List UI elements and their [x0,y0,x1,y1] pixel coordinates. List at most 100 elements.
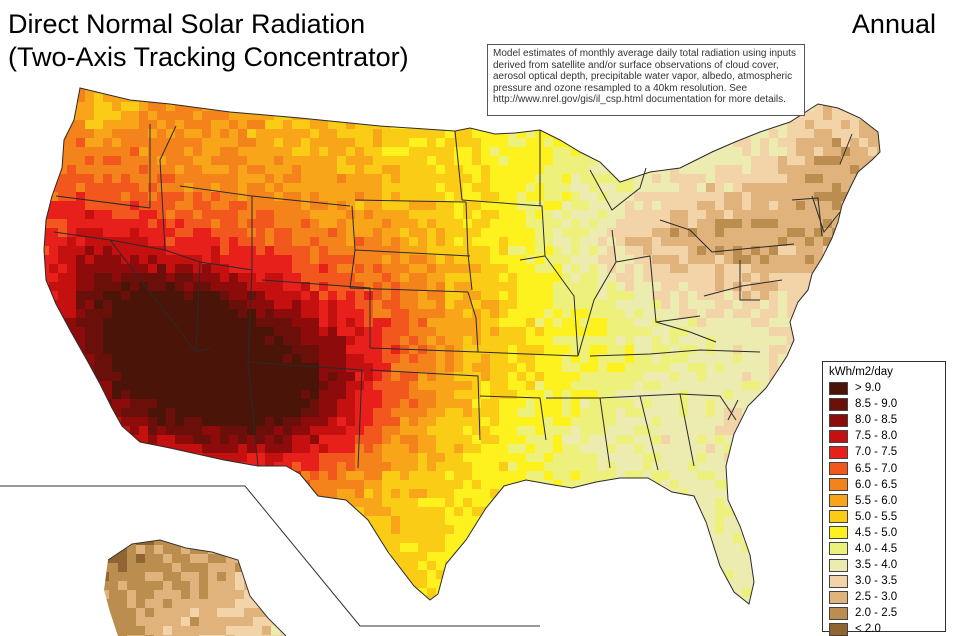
radiation-cell [346,102,356,112]
radiation-cell [805,255,815,265]
radiation-cell [301,156,311,166]
radiation-cell [481,210,491,220]
radiation-cell [49,372,59,382]
radiation-cell [733,120,743,130]
radiation-cell [193,264,203,274]
radiation-cell [607,399,617,409]
radiation-cell [193,282,203,292]
radiation-cell [706,552,716,562]
radiation-cell [724,174,734,184]
radiation-cell [580,354,590,364]
radiation-cell [805,88,815,94]
radiation-cell [778,435,788,445]
radiation-cell [355,435,365,445]
radiation-cell [85,183,95,193]
radiation-cell [256,444,266,454]
radiation-cell [544,507,554,517]
radiation-cell [184,363,194,373]
radiation-cell [121,111,131,121]
radiation-cell [157,165,167,175]
radiation-cell [58,165,68,175]
radiation-cell [571,543,581,553]
radiation-cell [535,120,545,130]
radiation-cell [463,102,473,112]
radiation-cell [472,129,482,139]
radiation-cell [598,237,608,247]
radiation-cell [445,516,455,526]
radiation-cell [202,192,212,202]
radiation-cell [814,237,824,247]
radiation-cell [499,354,509,364]
radiation-cell [445,390,455,400]
radiation-cell [535,345,545,355]
radiation-cell [49,417,59,427]
radiation-cell [607,282,617,292]
radiation-cell [112,471,122,481]
radiation-cell [310,372,320,382]
radiation-cell [44,426,50,436]
radiation-cell [301,354,311,364]
radiation-cell [589,345,599,355]
radiation-cell [238,228,248,238]
radiation-cell [877,228,880,238]
radiation-cell [535,291,545,301]
radiation-cell [508,282,518,292]
radiation-cell [778,246,788,256]
radiation-cell [760,417,770,427]
radiation-cell [463,156,473,166]
radiation-cell [778,273,788,283]
radiation-cell [625,507,635,517]
radiation-cell [319,471,329,481]
radiation-cell [184,372,194,382]
radiation-cell [562,489,572,499]
radiation-cell [274,282,284,292]
radiation-cell [850,201,860,211]
radiation-cell [409,408,419,418]
radiation-cell [229,102,239,112]
radiation-cell [148,165,158,175]
radiation-cell [688,345,698,355]
radiation-cell [760,453,770,463]
radiation-cell [499,183,509,193]
radiation-cell [715,300,725,310]
radiation-cell [517,354,527,364]
radiation-cell [499,462,509,472]
radiation-cell [44,192,50,202]
radiation-cell [805,264,815,274]
radiation-cell [76,489,86,499]
radiation-cell [373,552,383,562]
radiation-cell [769,552,779,562]
radiation-cell [517,300,527,310]
radiation-cell [634,120,644,130]
radiation-cell [202,327,212,337]
radiation-cell [364,453,374,463]
radiation-cell [634,255,644,265]
radiation-cell [751,138,761,148]
radiation-cell [598,489,608,499]
radiation-cell [823,291,833,301]
radiation-cell [670,498,680,508]
radiation-cell [229,336,239,346]
radiation-cell [832,345,842,355]
radiation-cell [571,273,581,283]
radiation-cell [463,129,473,139]
radiation-cell [634,543,644,553]
radiation-cell [256,372,266,382]
radiation-cell [715,219,725,229]
radiation-cell [355,507,365,517]
radiation-cell [706,165,716,175]
radiation-cell [391,102,401,112]
radiation-cell [481,453,491,463]
radiation-cell [373,327,383,337]
radiation-cell [355,363,365,373]
radiation-cell [175,507,185,517]
radiation-cell [850,318,860,328]
radiation-cell [382,381,392,391]
radiation-cell [202,291,212,301]
radiation-cell [679,525,689,535]
radiation-cell [481,318,491,328]
radiation-cell [769,390,779,400]
radiation-cell [418,336,428,346]
radiation-cell [418,354,428,364]
radiation-cell [778,399,788,409]
